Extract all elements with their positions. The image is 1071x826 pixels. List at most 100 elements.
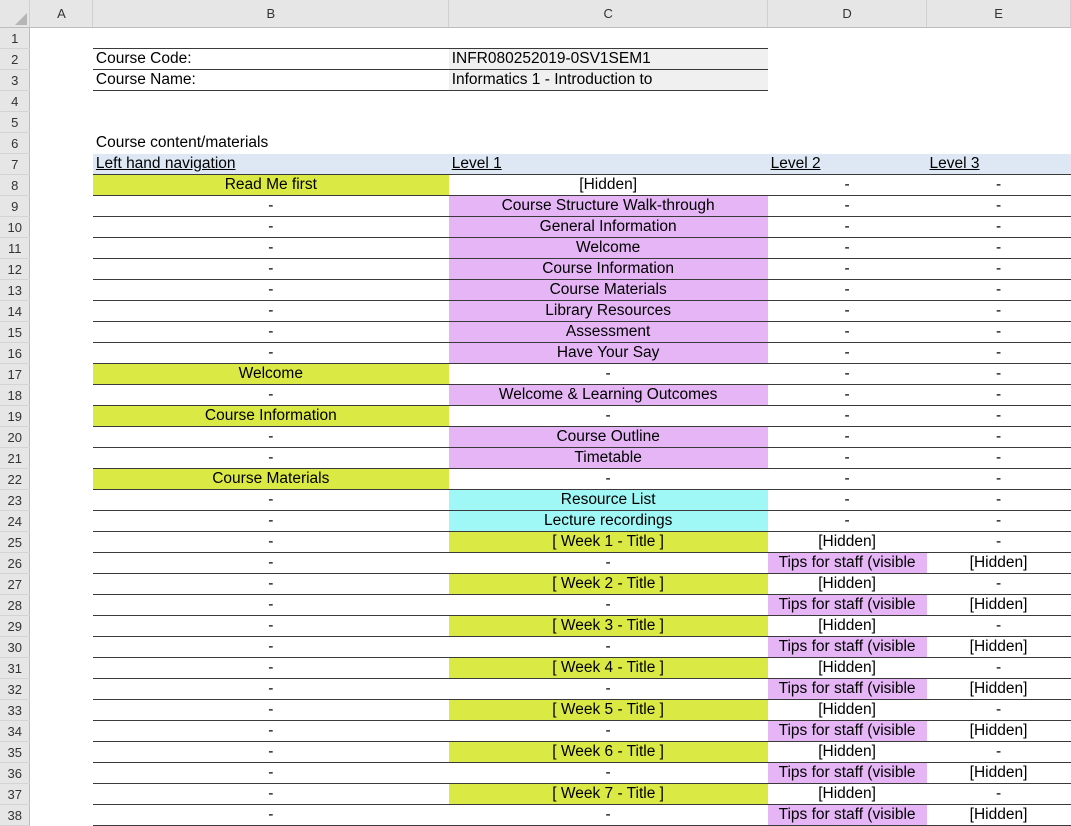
cell-E[interactable]: - <box>926 447 1071 469</box>
row-header[interactable]: 1 <box>0 27 31 49</box>
cell-D[interactable] <box>768 133 927 154</box>
cell-B[interactable]: - <box>92 678 449 700</box>
cell-E[interactable]: - <box>926 615 1071 637</box>
cell-B[interactable]: - <box>92 783 449 805</box>
cell-A[interactable] <box>30 301 93 322</box>
cell-C[interactable]: - <box>448 405 768 427</box>
cell-C[interactable]: [ Week 1 - Title ] <box>448 531 768 553</box>
cell-E[interactable]: - <box>926 342 1071 364</box>
row-header[interactable]: 34 <box>0 720 31 742</box>
cell-E[interactable]: - <box>926 510 1071 532</box>
cell-E[interactable]: - <box>926 426 1071 448</box>
cell-B[interactable]: - <box>92 447 449 469</box>
row-header[interactable]: 18 <box>0 384 31 406</box>
cell-E[interactable]: - <box>926 783 1071 805</box>
row-header[interactable]: 27 <box>0 573 31 595</box>
cell-B[interactable]: - <box>92 615 449 637</box>
cell-E[interactable]: [Hidden] <box>926 594 1071 616</box>
row-header[interactable]: 29 <box>0 615 31 637</box>
cell-C[interactable] <box>449 91 768 112</box>
cell-D[interactable]: Tips for staff (visible <box>767 636 927 658</box>
cell-C[interactable]: [ Week 3 - Title ] <box>448 615 768 637</box>
row-header[interactable]: 38 <box>0 804 31 826</box>
row-header[interactable]: 24 <box>0 510 31 532</box>
cell-E[interactable] <box>927 28 1071 49</box>
cell-B[interactable]: - <box>92 573 449 595</box>
cell-D[interactable]: - <box>767 342 927 364</box>
cell-C[interactable]: General Information <box>448 216 768 238</box>
cell-B[interactable]: - <box>92 489 449 511</box>
cell-B[interactable]: - <box>92 762 449 784</box>
cell-A[interactable] <box>30 259 93 280</box>
row-header[interactable]: 5 <box>0 111 31 133</box>
cell-D[interactable]: Tips for staff (visible <box>767 594 927 616</box>
cell-D[interactable]: Tips for staff (visible <box>767 552 927 574</box>
cell-D[interactable]: - <box>767 279 927 301</box>
cell-C[interactable]: - <box>448 468 768 490</box>
cell-C[interactable] <box>449 28 768 49</box>
cell-A[interactable] <box>30 553 93 574</box>
cell-B[interactable]: - <box>92 720 449 742</box>
cell-E[interactable]: - <box>926 699 1071 721</box>
cell-C[interactable]: [ Week 4 - Title ] <box>448 657 768 679</box>
cell-B[interactable]: - <box>92 342 449 364</box>
cell-C[interactable]: Assessment <box>448 321 768 343</box>
cell-C[interactable]: [ Week 7 - Title ] <box>448 783 768 805</box>
cell-B[interactable]: Welcome <box>92 363 449 385</box>
column-header-B[interactable]: B <box>92 0 450 28</box>
cell-D[interactable]: - <box>767 405 927 427</box>
row-header[interactable]: 16 <box>0 342 31 364</box>
cell-E[interactable]: - <box>926 237 1071 259</box>
cell-E[interactable]: - <box>926 195 1071 217</box>
cell-B[interactable]: - <box>92 594 449 616</box>
cell-C[interactable]: Resource List <box>448 489 768 511</box>
cell-E[interactable]: - <box>926 468 1071 490</box>
cell-E[interactable]: - <box>926 321 1071 343</box>
cell-E[interactable]: Level 3 <box>926 153 1071 175</box>
cell-A[interactable] <box>30 364 93 385</box>
cell-B[interactable]: - <box>92 237 449 259</box>
cell-B[interactable] <box>93 112 449 133</box>
cell-E[interactable]: - <box>926 573 1071 595</box>
cell-D[interactable]: - <box>767 447 927 469</box>
cell-E[interactable]: - <box>926 489 1071 511</box>
cell-C[interactable]: - <box>448 552 768 574</box>
cell-A[interactable] <box>30 427 93 448</box>
cell-E[interactable]: - <box>926 741 1071 763</box>
cell-B[interactable]: - <box>92 657 449 679</box>
cell-C[interactable]: Course Information <box>448 258 768 280</box>
cell-C[interactable]: [ Week 6 - Title ] <box>448 741 768 763</box>
cell-A[interactable] <box>30 49 93 70</box>
cell-A[interactable] <box>30 784 93 805</box>
row-header[interactable]: 33 <box>0 699 31 721</box>
cell-E[interactable]: [Hidden] <box>926 678 1071 700</box>
cell-A[interactable] <box>30 322 93 343</box>
cell-C[interactable]: [ Week 5 - Title ] <box>448 699 768 721</box>
cell-C[interactable]: [ Week 2 - Title ] <box>448 573 768 595</box>
cell-A[interactable] <box>30 112 93 133</box>
cell-D[interactable]: - <box>767 237 927 259</box>
cell-D[interactable]: [Hidden] <box>767 699 927 721</box>
cell-B[interactable]: - <box>92 741 449 763</box>
cell-D[interactable]: - <box>767 174 927 196</box>
cell-E[interactable]: [Hidden] <box>926 636 1071 658</box>
cell-B[interactable]: - <box>92 321 449 343</box>
cell-B[interactable]: - <box>92 531 449 553</box>
cell-C[interactable]: Informatics 1 - Introduction to <box>448 69 768 91</box>
row-header[interactable]: 4 <box>0 90 31 112</box>
cell-E[interactable]: - <box>926 258 1071 280</box>
column-header-E[interactable]: E <box>926 0 1071 28</box>
cell-C[interactable]: - <box>448 363 768 385</box>
cell-C[interactable] <box>449 133 768 154</box>
cell-C[interactable]: - <box>448 762 768 784</box>
cell-A[interactable] <box>30 406 93 427</box>
cell-B[interactable] <box>93 28 449 49</box>
cell-A[interactable] <box>30 763 93 784</box>
cell-D[interactable]: - <box>767 321 927 343</box>
row-header[interactable]: 36 <box>0 762 31 784</box>
cell-A[interactable] <box>30 700 93 721</box>
cell-C[interactable]: - <box>448 594 768 616</box>
cell-D[interactable]: - <box>767 384 927 406</box>
cell-C[interactable]: - <box>448 636 768 658</box>
row-header[interactable]: 14 <box>0 300 31 322</box>
